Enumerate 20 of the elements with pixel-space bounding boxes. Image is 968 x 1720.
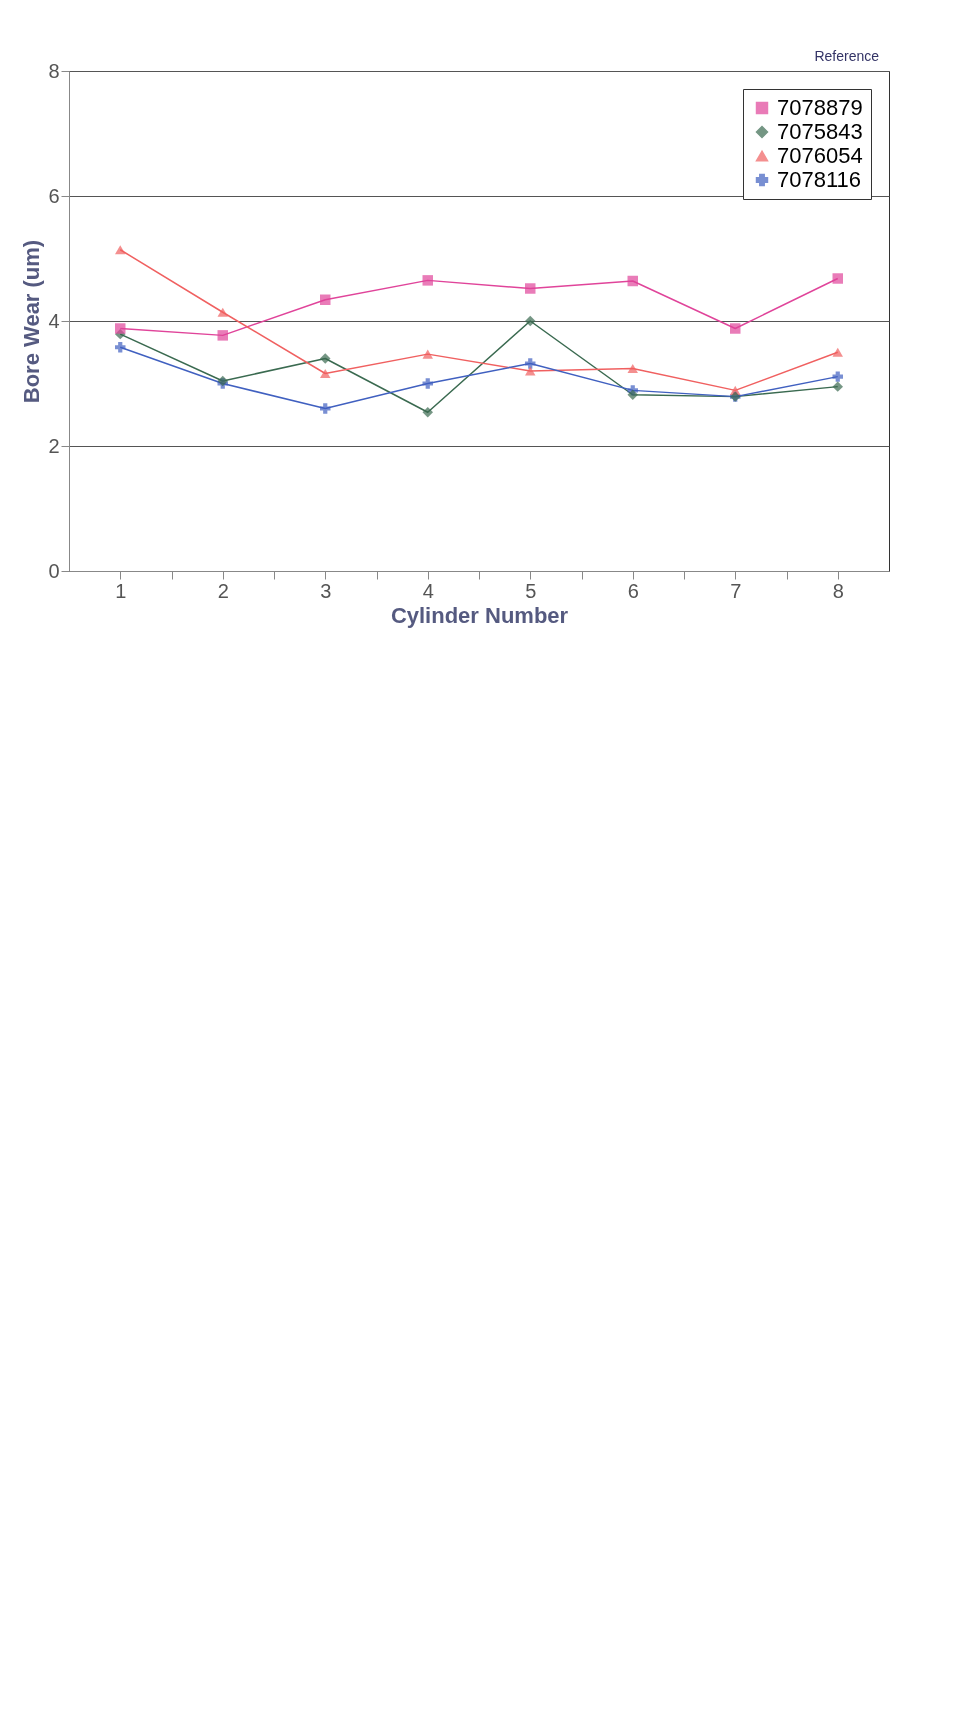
x-tick-label: 4 — [422, 579, 434, 602]
y-axis-title: Bore Wear (um) — [19, 239, 45, 404]
y-tick-label: 0 — [48, 559, 60, 582]
text: Reference — [814, 48, 880, 64]
x-tick-label: 1 — [115, 579, 127, 602]
y-tick-label: 8 — [48, 59, 60, 82]
y-tick-label: 6 — [48, 184, 60, 207]
legend-label: 7078116 — [777, 167, 862, 192]
x-axis-title: Cylinder Number — [390, 602, 569, 628]
y-tick-label: 4 — [48, 309, 60, 332]
x-tick-label: 7 — [730, 579, 742, 602]
legend-label: 7078879 — [777, 95, 863, 120]
y-tick-label: 2 — [48, 434, 60, 457]
x-tick-label: 5 — [525, 579, 537, 602]
x-tick-label: 6 — [627, 579, 639, 602]
x-tick-label: 3 — [320, 579, 332, 602]
legend-label: 7075843 — [777, 119, 863, 144]
x-tick-label: 2 — [217, 579, 229, 602]
legend-label: 7076054 — [777, 143, 863, 168]
x-tick-label: 8 — [832, 579, 844, 602]
